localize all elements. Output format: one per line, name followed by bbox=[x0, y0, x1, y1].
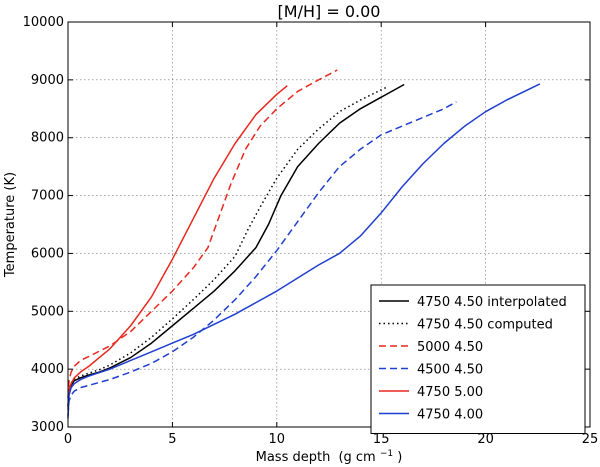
x-tick-label: 10 bbox=[269, 432, 286, 447]
legend-items: 4750 4.50 interpolated 4750 4.50 computed… bbox=[379, 295, 567, 423]
series-line-6 bbox=[67, 83, 541, 419]
legend-label-5: 4750 5.00 bbox=[417, 385, 483, 400]
plot-frame bbox=[67, 21, 591, 428]
x-axis-label-main: Mass depth bbox=[256, 450, 331, 465]
y-tick-label: 3000 bbox=[31, 420, 64, 435]
y-tick-label: 4000 bbox=[31, 362, 64, 377]
legend-label-3: 5000 4.50 bbox=[417, 340, 483, 355]
series-layer bbox=[67, 69, 541, 419]
y-axis-label: Temperature (K) bbox=[3, 172, 18, 278]
x-tick-label: 15 bbox=[373, 432, 390, 447]
series-line-3 bbox=[67, 69, 338, 399]
legend: 4750 4.50 interpolated 4750 4.50 computed… bbox=[370, 284, 586, 434]
series-line-2 bbox=[67, 86, 388, 406]
x-tick-label: 5 bbox=[168, 432, 176, 447]
y-tick-label: 6000 bbox=[31, 246, 64, 261]
y-tick-label: 5000 bbox=[31, 304, 64, 319]
x-tick-label: 20 bbox=[477, 432, 494, 447]
legend-box bbox=[370, 284, 586, 434]
y-tick-label: 10000 bbox=[23, 15, 64, 30]
x-axis-label-units-close: ) bbox=[397, 450, 402, 465]
series-line-5 bbox=[67, 85, 288, 410]
x-axis-label: Mass depth (g cm −1 ) bbox=[256, 445, 403, 465]
y-tick-label: 8000 bbox=[31, 131, 64, 146]
series-line-4 bbox=[67, 101, 457, 416]
series-line-1 bbox=[67, 83, 405, 407]
y-tick-label: 7000 bbox=[31, 189, 64, 204]
x-tick-label: 25 bbox=[582, 432, 599, 447]
legend-label-1: 4750 4.50 interpolated bbox=[417, 295, 567, 310]
legend-label-2: 4750 4.50 computed bbox=[417, 318, 553, 333]
legend-label-6: 4750 4.00 bbox=[417, 408, 483, 423]
x-axis-label-units: (g cm bbox=[338, 450, 375, 465]
chart-title: [M/H] = 0.00 bbox=[278, 2, 381, 21]
x-axis-label-units-exp: −1 bbox=[380, 449, 393, 459]
y-tick-label: 9000 bbox=[31, 73, 64, 88]
legend-label-4: 4500 4.50 bbox=[417, 363, 483, 378]
x-tick-label: 0 bbox=[64, 432, 72, 447]
